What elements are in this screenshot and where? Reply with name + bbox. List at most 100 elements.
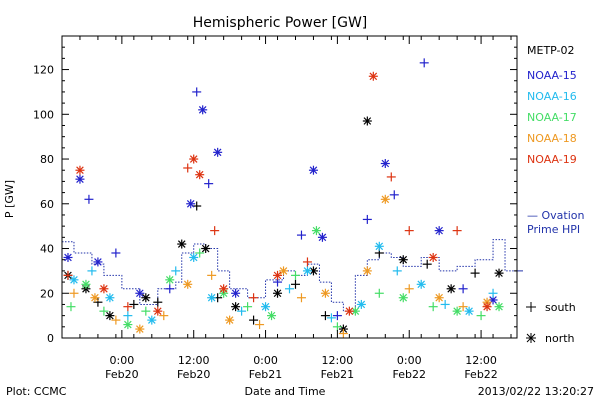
point-noaa-16-north [302, 266, 312, 276]
y-tick-label: 100 [33, 108, 54, 121]
x-tick-time-label: 12:00 [178, 354, 210, 367]
point-noaa-15-south [389, 190, 399, 200]
point-noaa-15-north [317, 232, 327, 242]
plot-frame [61, 35, 518, 339]
point-noaa-19-north [368, 71, 378, 81]
point-noaa-18-south [296, 293, 306, 303]
y-axis-label: P [GW] [3, 180, 16, 218]
legend-north-label: north [545, 332, 575, 345]
point-noaa-15-north [308, 165, 318, 175]
point-noaa-19-south [63, 270, 73, 280]
point-noaa-15-north [434, 226, 444, 236]
point-noaa-17-north [311, 226, 321, 236]
point-noaa-16-south [392, 266, 402, 276]
point-metp-02-south [290, 279, 300, 289]
point-noaa-17-north [165, 275, 175, 285]
point-noaa-19-south [302, 257, 312, 267]
point-noaa-17-south [290, 270, 300, 280]
legend-entry-noaa-17: NOAA-17 [527, 111, 577, 124]
point-noaa-19-south [210, 226, 220, 236]
point-noaa-18-south [159, 311, 169, 321]
point-noaa-18-north [225, 315, 235, 325]
point-noaa-15-north [186, 199, 196, 209]
x-axis-ticks: 0:00Feb2012:00Feb200:00Feb2112:00Feb210:… [61, 36, 512, 381]
point-noaa-18-south [207, 270, 217, 280]
point-noaa-15-south [192, 87, 202, 97]
y-tick-label: 80 [40, 153, 54, 166]
point-noaa-15-north [63, 252, 73, 262]
point-metp-02-north [105, 311, 115, 321]
point-noaa-17-south [243, 302, 253, 312]
point-noaa-18-south [338, 329, 348, 339]
legend: METP-02 NOAA-15 NOAA-16 NOAA-17 NOAA-18 … [526, 44, 585, 345]
point-noaa-17-north [267, 311, 277, 321]
point-noaa-19-south [452, 226, 462, 236]
point-noaa-19-north [344, 306, 354, 316]
point-noaa-16-south [123, 311, 133, 321]
point-noaa-15-south [419, 58, 429, 68]
legend-entry-noaa-15: NOAA-15 [527, 69, 577, 82]
x-tick-date-label: Feb20 [105, 368, 138, 381]
point-noaa-15-south [458, 284, 468, 294]
point-noaa-17-south [374, 288, 384, 298]
y-tick-label: 120 [33, 64, 54, 77]
point-noaa-19-south [123, 302, 133, 312]
point-noaa-15-north [231, 288, 241, 298]
point-noaa-15-south [332, 311, 342, 321]
ovation-hpi-line [62, 239, 517, 312]
point-noaa-16-south [87, 266, 97, 276]
point-noaa-17-north [398, 293, 408, 303]
legend-entry-metp-02: METP-02 [527, 44, 575, 57]
point-metp-02-north [201, 244, 211, 254]
point-metp-02-south [153, 297, 163, 307]
point-noaa-18-north [135, 324, 145, 334]
points-layer [63, 58, 504, 339]
point-noaa-15-south [362, 214, 372, 224]
y-axis-ticks: 0 20 40 60 80 100 120 [33, 46, 517, 345]
point-noaa-18-south [255, 320, 265, 330]
point-noaa-19-north [189, 154, 199, 164]
point-metp-02-south [249, 315, 259, 325]
point-noaa-16-south [440, 299, 450, 309]
point-noaa-17-north [452, 306, 462, 316]
legend-entry-noaa-16: NOAA-16 [527, 90, 577, 103]
point-noaa-16-south [326, 313, 336, 323]
point-metp-02-north [231, 302, 241, 312]
point-noaa-18-south [458, 302, 468, 312]
point-noaa-16-north [207, 293, 217, 303]
chart-title: Hemispheric Power [GW] [193, 15, 368, 31]
x-tick-time-label: 0:00 [397, 354, 422, 367]
point-noaa-19-north [273, 270, 283, 280]
point-noaa-16-south [171, 266, 181, 276]
x-axis-label: Date and Time [245, 385, 326, 398]
point-noaa-19-north [428, 252, 438, 262]
point-noaa-15-south [296, 230, 306, 240]
point-noaa-15-north [93, 257, 103, 267]
point-noaa-18-south [111, 315, 121, 325]
x-tick-time-label: 12:00 [322, 354, 354, 367]
x-tick-date-label: Feb20 [177, 368, 210, 381]
point-noaa-18-north [279, 266, 289, 276]
point-noaa-17-north [123, 320, 133, 330]
point-noaa-17-south [195, 248, 205, 258]
point-noaa-18-north [434, 293, 444, 303]
point-noaa-19-north [99, 284, 109, 294]
point-noaa-16-north [189, 252, 199, 262]
x-tick-date-label: Feb21 [321, 368, 354, 381]
point-metp-02-north [141, 293, 151, 303]
point-noaa-16-north [374, 241, 384, 251]
point-noaa-19-south [183, 163, 193, 173]
point-metp-02-north [494, 268, 504, 278]
point-noaa-15-south [111, 248, 121, 258]
point-noaa-19-north [219, 284, 229, 294]
point-noaa-16-north [464, 306, 474, 316]
point-noaa-15-north [75, 174, 85, 184]
point-noaa-18-north [362, 266, 372, 276]
point-noaa-18-south [404, 284, 414, 294]
point-noaa-16-north [261, 302, 271, 312]
point-noaa-17-north [81, 279, 91, 289]
point-noaa-15-north [198, 105, 208, 115]
point-noaa-16-south [285, 284, 294, 294]
point-noaa-17-south [141, 306, 151, 316]
point-noaa-16-north [69, 275, 79, 285]
